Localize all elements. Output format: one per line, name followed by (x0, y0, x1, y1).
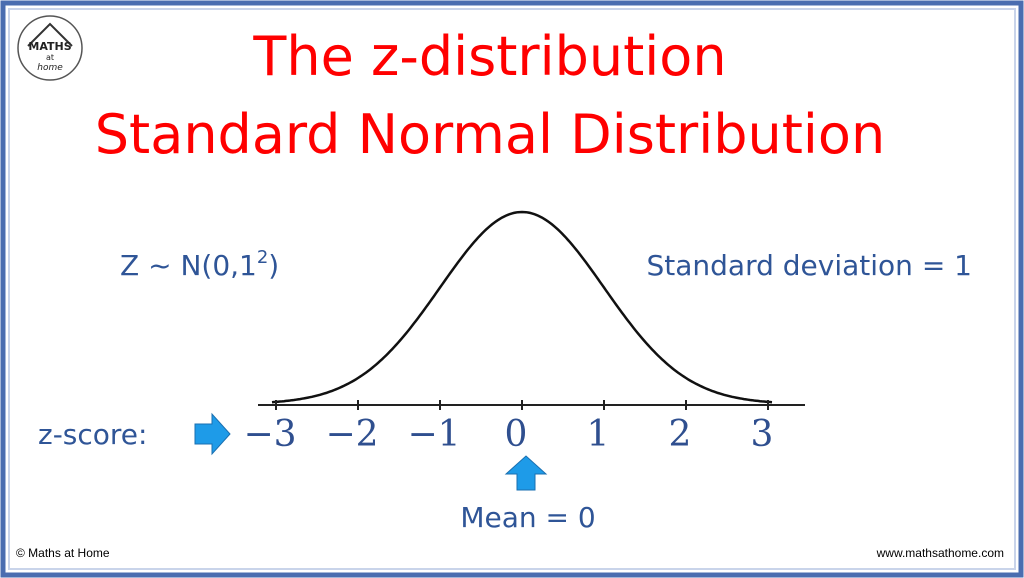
notation-base: Z ~ N(0,1 (120, 249, 257, 282)
inner-frame (8, 8, 1016, 570)
logo-text: MATHS (28, 40, 71, 53)
logo-roof (27, 22, 73, 47)
title: The z-distribution (252, 25, 726, 88)
std-note: Standard deviation = 1 (647, 249, 973, 282)
mean-note: Mean = 0 (460, 501, 595, 534)
footer-left: © Maths at Home (16, 546, 110, 560)
logo: MATHS at home (17, 15, 83, 81)
tick-label: 0 (505, 414, 528, 455)
footer-right: www.mathsathome.com (876, 546, 1004, 560)
notation-exponent: 2 (257, 247, 268, 268)
tick-label: −2 (325, 414, 378, 455)
normal-curve (271, 210, 773, 404)
arrow-right (194, 412, 231, 456)
logo-text: home (37, 63, 63, 73)
tick-label: −1 (407, 414, 460, 455)
tick-label: 2 (669, 414, 692, 455)
tick-label: −3 (243, 414, 296, 455)
tick-label: 3 (751, 414, 774, 455)
notation: Z ~ N(0,12) (120, 247, 279, 282)
logo-circle (17, 15, 83, 81)
notation-close: ) (268, 249, 279, 282)
axis-label: z-score: (38, 418, 147, 451)
tick-label: 1 (587, 414, 610, 455)
arrow-up (504, 455, 548, 491)
title: Standard Normal Distribution (95, 103, 885, 166)
logo-text: at (46, 53, 54, 62)
